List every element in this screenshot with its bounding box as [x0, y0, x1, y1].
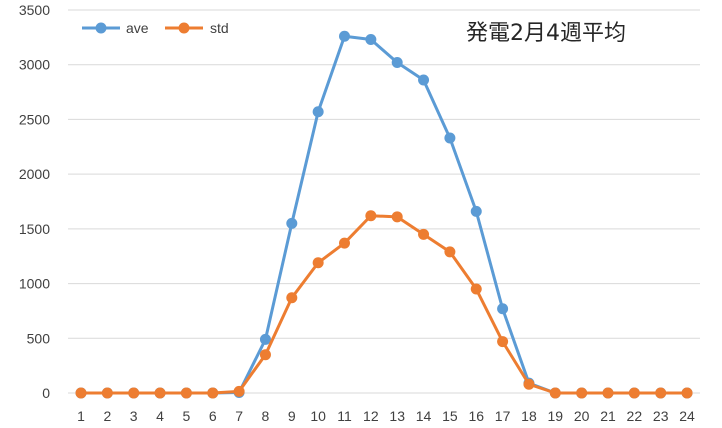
x-tick-label: 22: [627, 408, 643, 424]
y-tick-label: 1000: [19, 276, 50, 292]
y-tick-label: 2500: [19, 111, 50, 127]
x-tick-label: 7: [235, 408, 243, 424]
data-point-std: [497, 336, 509, 348]
y-tick-label: 3000: [19, 57, 50, 73]
series-std: [75, 210, 693, 399]
data-point-std: [391, 211, 403, 223]
x-tick-label: 11: [337, 408, 352, 424]
data-point-std: [523, 378, 535, 390]
legend-std-label: std: [210, 20, 229, 36]
x-tick-label: 3: [130, 408, 138, 424]
data-point-std: [128, 387, 140, 399]
data-point-std: [418, 228, 430, 240]
data-point-ave: [470, 205, 482, 217]
data-point-std: [207, 387, 219, 399]
x-tick-label: 5: [183, 408, 191, 424]
data-point-ave: [391, 57, 403, 69]
data-point-std: [365, 210, 377, 222]
x-tick-label: 20: [574, 408, 590, 424]
data-point-ave: [365, 34, 377, 46]
data-point-std: [576, 387, 588, 399]
legend-ave-marker: [95, 22, 107, 34]
x-axis-ticks: 1 2 3 4 5 6 7 8 9 10 11 12 13 14 15 16 17 18 19 20 21 22 23 24: [77, 408, 695, 424]
data-point-std: [602, 387, 614, 399]
x-tick-label: 14: [416, 408, 432, 424]
chart-title: 発電2月4週平均: [466, 21, 626, 46]
data-point-std: [444, 246, 456, 258]
data-point-ave: [444, 132, 456, 144]
x-tick-label: 1: [77, 408, 85, 424]
x-tick-label: 15: [442, 408, 458, 424]
data-point-std: [470, 283, 482, 295]
x-tick-label: 12: [363, 408, 379, 424]
y-axis-ticks: 0 500 1000 1500 2000 2500 3000 3500: [19, 2, 50, 401]
x-tick-label: 8: [262, 408, 270, 424]
x-tick-label: 10: [310, 408, 326, 424]
x-tick-label: 16: [468, 408, 484, 424]
x-tick-label: 9: [288, 408, 296, 424]
data-point-std: [655, 387, 667, 399]
gridlines: [68, 9, 700, 394]
legend-ave-label: ave: [126, 20, 149, 36]
data-point-std: [339, 237, 350, 249]
x-tick-label: 19: [548, 408, 564, 424]
y-tick-label: 0: [42, 385, 50, 401]
data-point-ave: [497, 303, 509, 315]
data-point-std: [312, 257, 324, 269]
data-point-ave: [259, 333, 271, 345]
data-point-std: [180, 387, 192, 399]
y-tick-label: 1500: [19, 221, 50, 237]
y-tick-label: 500: [27, 330, 51, 346]
data-point-ave: [418, 74, 430, 86]
legend-std-marker: [178, 22, 190, 34]
y-tick-label: 3500: [19, 2, 50, 18]
x-tick-label: 23: [653, 408, 669, 424]
x-tick-label: 18: [521, 408, 537, 424]
data-point-std: [75, 387, 87, 399]
legend: ave std: [82, 20, 229, 36]
data-point-std: [628, 387, 640, 399]
series-group: [75, 30, 693, 399]
x-tick-label: 2: [103, 408, 111, 424]
data-point-ave: [339, 30, 350, 42]
x-tick-label: 17: [495, 408, 511, 424]
data-point-ave: [312, 106, 324, 118]
x-tick-label: 6: [209, 408, 217, 424]
data-point-std: [681, 387, 693, 399]
data-point-std: [154, 387, 166, 399]
data-point-std: [101, 387, 113, 399]
x-tick-label: 4: [156, 408, 164, 424]
data-point-std: [233, 385, 245, 397]
x-tick-label: 24: [679, 408, 695, 424]
data-point-ave: [286, 217, 298, 229]
data-point-std: [259, 349, 271, 361]
data-point-std: [549, 387, 561, 399]
data-point-std: [286, 292, 298, 304]
x-tick-label: 21: [600, 408, 616, 424]
y-tick-label: 2000: [19, 166, 50, 182]
x-tick-label: 13: [389, 408, 405, 424]
